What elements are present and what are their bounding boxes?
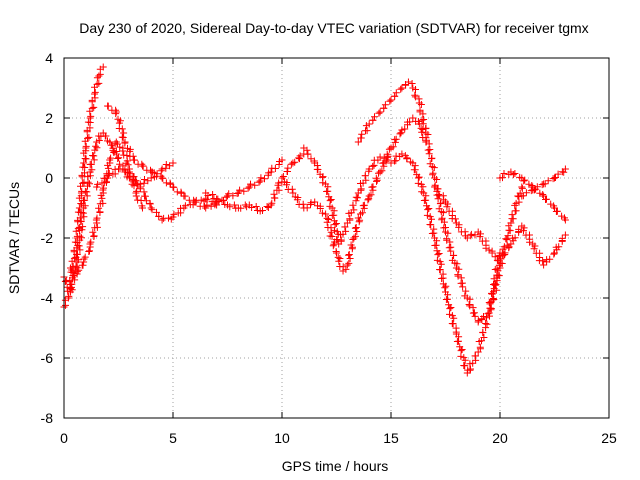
data-point (147, 204, 155, 212)
data-point (256, 177, 264, 185)
series-marker-trail (94, 165, 219, 223)
data-point (387, 96, 395, 104)
data-point (158, 216, 166, 224)
series-marker-trail (303, 146, 504, 374)
x-tick-label: 20 (492, 430, 508, 446)
data-point (322, 210, 330, 218)
x-tick-label: 10 (274, 430, 290, 446)
series-marker-trail (519, 168, 568, 200)
series-4 (104, 102, 286, 212)
data-point (112, 108, 120, 116)
series-marker-trail (68, 140, 146, 277)
y-tick-label: 4 (45, 50, 53, 66)
x-tick-label: 5 (169, 430, 177, 446)
x-axis-label: GPS time / hours (282, 458, 389, 474)
series-12 (518, 165, 569, 200)
data-point (376, 108, 384, 116)
data-point (278, 174, 286, 182)
data-point (540, 261, 548, 269)
data-point (485, 309, 493, 317)
series-9 (354, 78, 526, 326)
data-point (245, 183, 253, 191)
y-tick-label: -2 (41, 230, 54, 246)
series-marker-trail (433, 185, 566, 266)
y-tick-label: 2 (45, 110, 53, 126)
series-marker-trail (61, 65, 104, 309)
series-marker-trail (204, 152, 304, 214)
y-tick-label: 0 (45, 170, 53, 186)
series-3 (67, 138, 146, 278)
data-point (376, 168, 384, 176)
plot-frame (63, 57, 610, 419)
series-8 (300, 144, 504, 377)
data-point (125, 168, 133, 176)
series-7 (278, 114, 430, 275)
series-5 (93, 165, 221, 224)
series-marker-trail (357, 80, 526, 325)
y-tick-label: -8 (41, 410, 54, 426)
data-point (561, 231, 569, 239)
series-marker-trail (104, 102, 283, 210)
series-marker-trail (499, 170, 568, 222)
data-markers (60, 63, 569, 377)
axis-ticks: 0 5 10 15 20 25 -8 -6 -4 -2 0 2 4 (41, 50, 617, 446)
y-axis-label: SDTVAR / TECUs (6, 182, 22, 294)
data-point (518, 183, 526, 191)
data-point (485, 246, 493, 254)
series-10 (431, 183, 569, 269)
data-point (289, 189, 297, 197)
data-point (158, 165, 166, 173)
x-tick-label: 0 (60, 430, 68, 446)
y-tick-label: -6 (41, 350, 54, 366)
data-point (311, 198, 319, 206)
series-marker-trail (280, 117, 430, 273)
data-point (343, 261, 351, 269)
x-tick-label: 25 (601, 430, 617, 446)
series-6 (202, 150, 308, 215)
data-point (398, 84, 406, 92)
y-tick-label: -4 (41, 290, 54, 306)
data-point (350, 234, 358, 242)
data-point (95, 72, 103, 80)
x-tick-label: 15 (383, 430, 399, 446)
data-point (289, 159, 297, 167)
chart-title: Day 230 of 2020, Sidereal Day-to-day VTE… (79, 20, 588, 36)
data-point (354, 138, 362, 146)
data-point (202, 204, 210, 212)
